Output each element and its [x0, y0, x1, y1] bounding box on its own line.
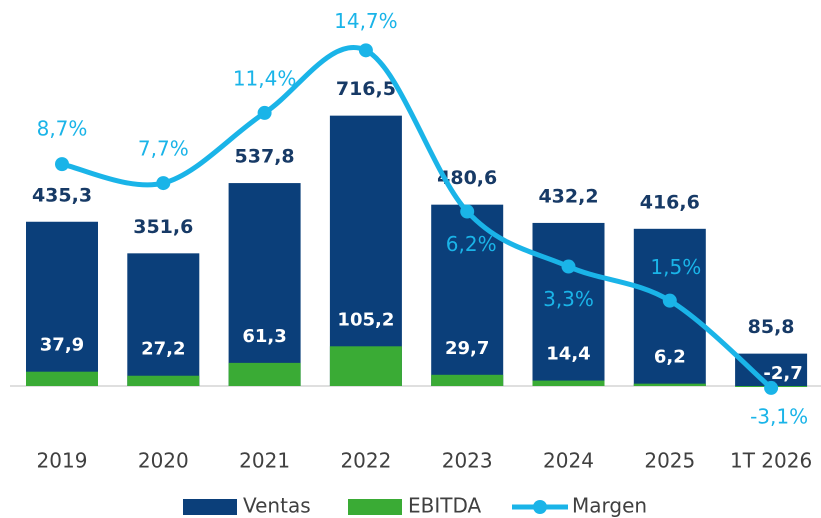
value-label: 6,2% — [446, 232, 497, 256]
x-tick-label: 1T 2026 — [730, 449, 812, 473]
legend-label: Ventas — [243, 494, 311, 518]
marker — [764, 380, 779, 395]
marker — [662, 293, 677, 308]
marker — [358, 43, 373, 58]
bar — [329, 115, 402, 386]
value-label: 6,2 — [654, 347, 686, 368]
value-label: 351,6 — [133, 216, 193, 238]
value-label: -2,7 — [763, 363, 802, 384]
bar — [633, 383, 706, 386]
bar — [26, 371, 98, 386]
value-label: 61,3 — [242, 326, 286, 347]
value-label: 11,4% — [233, 66, 297, 90]
x-tick-label: 2024 — [543, 449, 594, 473]
legend-symbol — [533, 500, 547, 514]
value-label: 432,2 — [538, 185, 598, 207]
bar — [431, 374, 504, 386]
bar — [532, 380, 605, 386]
x-tick-label: 2020 — [138, 449, 189, 473]
legend-label: Margen — [572, 494, 647, 518]
x-tick-label: 2022 — [340, 449, 391, 473]
bar — [127, 253, 200, 386]
marker — [460, 204, 475, 219]
value-label: 416,6 — [640, 191, 700, 213]
value-label: 537,8 — [235, 146, 295, 168]
legend-symbol — [348, 499, 402, 515]
value-label: 1,5% — [650, 255, 701, 279]
bar — [228, 183, 301, 386]
value-label: 105,2 — [337, 309, 394, 330]
value-label: 435,3 — [32, 184, 92, 206]
x-tick-label: 2025 — [644, 449, 695, 473]
marker — [257, 105, 272, 120]
value-label: 716,5 — [336, 78, 396, 100]
marker — [156, 176, 171, 191]
value-label: 3,3% — [543, 287, 594, 311]
value-label: 8,7% — [37, 117, 88, 141]
legend-symbol — [183, 499, 237, 515]
value-label: 7,7% — [138, 137, 189, 161]
value-label: 14,7% — [334, 9, 398, 33]
marker — [561, 259, 576, 274]
value-label: -3,1% — [750, 404, 808, 428]
bar — [127, 375, 200, 386]
legend-label: EBITDA — [408, 494, 482, 518]
value-label: 29,7 — [445, 338, 489, 359]
x-tick-label: 2021 — [239, 449, 290, 473]
line — [61, 45, 773, 390]
bar — [26, 221, 98, 386]
value-label: 14,4 — [546, 344, 590, 365]
x-tick-label: 2019 — [37, 449, 88, 473]
value-label: 27,2 — [141, 339, 185, 360]
bar — [228, 362, 301, 386]
value-label: 37,9 — [40, 335, 84, 356]
value-label: 480,6 — [437, 167, 497, 189]
bar — [735, 353, 808, 386]
x-tick-label: 2023 — [442, 449, 493, 473]
bar — [532, 222, 605, 386]
marker — [55, 157, 69, 172]
value-label: 85,8 — [748, 316, 795, 338]
bar — [329, 346, 402, 386]
